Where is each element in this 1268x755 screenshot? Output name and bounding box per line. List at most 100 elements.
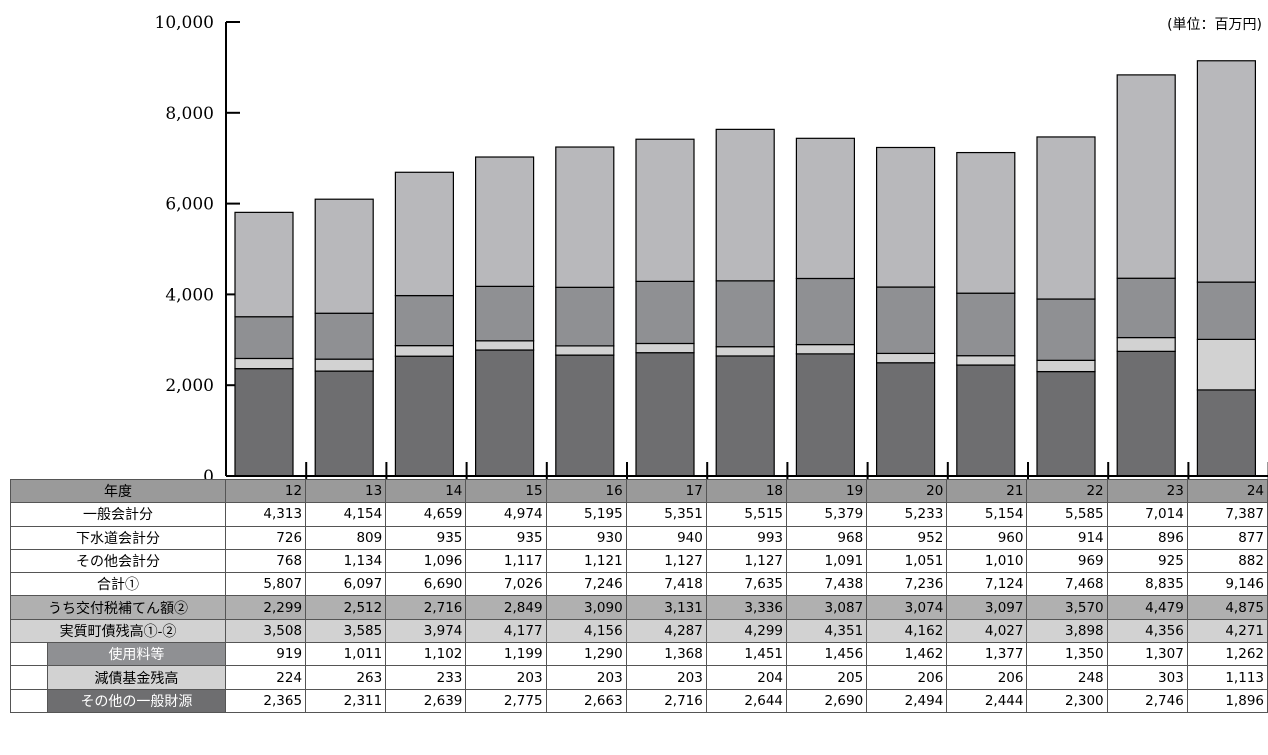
table-cell: 8,835	[1106, 572, 1188, 597]
y-tick-label: 4,000	[165, 285, 214, 305]
bar-segment	[555, 286, 615, 347]
bar-segment	[1036, 136, 1096, 300]
bar-segment	[795, 353, 856, 477]
data-table: 年度 12 13 14 15 16 17 18 19 20 21 22 23 24 一般会計分 4,313 4,…	[10, 478, 1268, 713]
table-cell: 919	[224, 642, 307, 667]
table-cell: 4,156	[545, 618, 627, 644]
table-cell: 2,299	[224, 595, 307, 620]
table-cell: 4,351	[786, 618, 868, 644]
table-cell: 2,663	[545, 688, 627, 713]
bar-segment	[715, 280, 775, 348]
y-tick-label: 0	[203, 467, 214, 480]
year-cell: 12	[224, 478, 307, 504]
bar-segment	[394, 345, 454, 357]
table-cell: 2,365	[224, 688, 307, 713]
bar-segment	[1116, 277, 1176, 339]
y-tick-label: 2,000	[165, 376, 214, 396]
bar-segment	[875, 362, 936, 477]
table-cell: 5,351	[625, 502, 707, 527]
bar-segment	[475, 285, 535, 342]
table-cell: 1,462	[866, 642, 948, 667]
table-row: その他の一般財源 2,365 2,311 2,639 2,775 2,663 2,716 2,…	[10, 688, 1268, 713]
table-cell: 3,974	[385, 618, 467, 644]
year-cell: 19	[786, 478, 868, 504]
row-label: 使用料等	[46, 642, 226, 667]
table-cell: 3,898	[1026, 618, 1108, 644]
year-cell: 24	[1186, 478, 1268, 504]
table-cell: 2,746	[1106, 688, 1188, 713]
unit-label: (単位：百万円)	[1167, 17, 1262, 33]
bar-segment	[314, 370, 374, 477]
table-cell: 1,096	[385, 548, 467, 574]
table-cell: 1,113	[1186, 665, 1268, 690]
indent-spacer	[10, 642, 48, 667]
table-cell: 5,515	[705, 502, 788, 527]
bar-segment	[635, 352, 695, 477]
table-cell: 1,307	[1106, 642, 1188, 667]
bar-segment	[234, 211, 294, 318]
row-label: 一般会計分	[10, 502, 226, 527]
row-label: 合計①	[10, 572, 226, 597]
table-cell: 206	[866, 665, 948, 690]
table-cell: 726	[224, 525, 307, 550]
table-cell: 203	[465, 665, 547, 690]
bar-segment	[314, 198, 374, 314]
table-cell: 205	[786, 665, 868, 690]
table-cell: 7,026	[465, 572, 547, 597]
table-cell: 3,131	[625, 595, 707, 620]
table-cell: 1,377	[946, 642, 1028, 667]
bar-segment	[234, 316, 294, 360]
bar-segment	[795, 343, 856, 355]
table-cell: 248	[1026, 665, 1108, 690]
table-cell: 4,299	[705, 618, 788, 644]
year-cell: 15	[465, 478, 547, 504]
bar-segment	[555, 146, 615, 288]
bar-segment	[555, 354, 615, 477]
bar-segment	[1196, 389, 1257, 477]
table-cell: 4,154	[305, 502, 387, 527]
y-tick-label: 6,000	[165, 195, 214, 215]
table-cell: 2,849	[465, 595, 547, 620]
table-cell: 4,659	[385, 502, 467, 527]
table-cell: 1,896	[1186, 688, 1268, 713]
bar-segment	[555, 345, 615, 356]
bar-segment	[475, 349, 535, 477]
table-cell: 2,311	[305, 688, 387, 713]
table-row: 減債基金残高 224 263 233 203 203 203 204 205 206 206 248 3…	[10, 665, 1268, 690]
table-cell: 303	[1106, 665, 1188, 690]
row-label: その他会計分	[10, 548, 226, 574]
table-cell: 7,468	[1026, 572, 1108, 597]
bar-segment	[394, 171, 454, 297]
bar-segment	[1036, 298, 1096, 361]
table-row: 一般会計分 4,313 4,154 4,659 4,974 5,195 5,351 5,515…	[10, 502, 1268, 527]
table-cell: 7,635	[705, 572, 788, 597]
table-cell: 809	[305, 525, 387, 550]
table-cell: 1,102	[385, 642, 467, 667]
table-cell: 3,585	[305, 618, 387, 644]
row-label: 実質町債残高①-②	[10, 618, 226, 644]
bar-segment	[715, 346, 775, 357]
table-cell: 7,438	[786, 572, 868, 597]
table-cell: 4,287	[625, 618, 707, 644]
bar-segment	[956, 364, 1016, 477]
table-cell: 768	[224, 548, 307, 574]
table-cell: 9,146	[1186, 572, 1268, 597]
table-cell: 4,356	[1106, 618, 1188, 644]
bar-segment	[635, 138, 695, 282]
year-cell: 23	[1106, 478, 1188, 504]
table-cell: 1,368	[625, 642, 707, 667]
year-cell: 22	[1026, 478, 1108, 504]
table-cell: 5,233	[866, 502, 948, 527]
bar-segment	[875, 286, 936, 355]
table-cell: 203	[625, 665, 707, 690]
table-cell: 3,097	[946, 595, 1028, 620]
table-cell: 7,236	[866, 572, 948, 597]
bar-segment	[1036, 359, 1096, 373]
year-cell: 13	[305, 478, 387, 504]
table-cell: 3,074	[866, 595, 948, 620]
bar-segment	[475, 340, 535, 351]
table-cell: 1,290	[545, 642, 627, 667]
table-cell: 4,479	[1106, 595, 1188, 620]
table-cell: 3,087	[786, 595, 868, 620]
table-cell: 2,716	[625, 688, 707, 713]
